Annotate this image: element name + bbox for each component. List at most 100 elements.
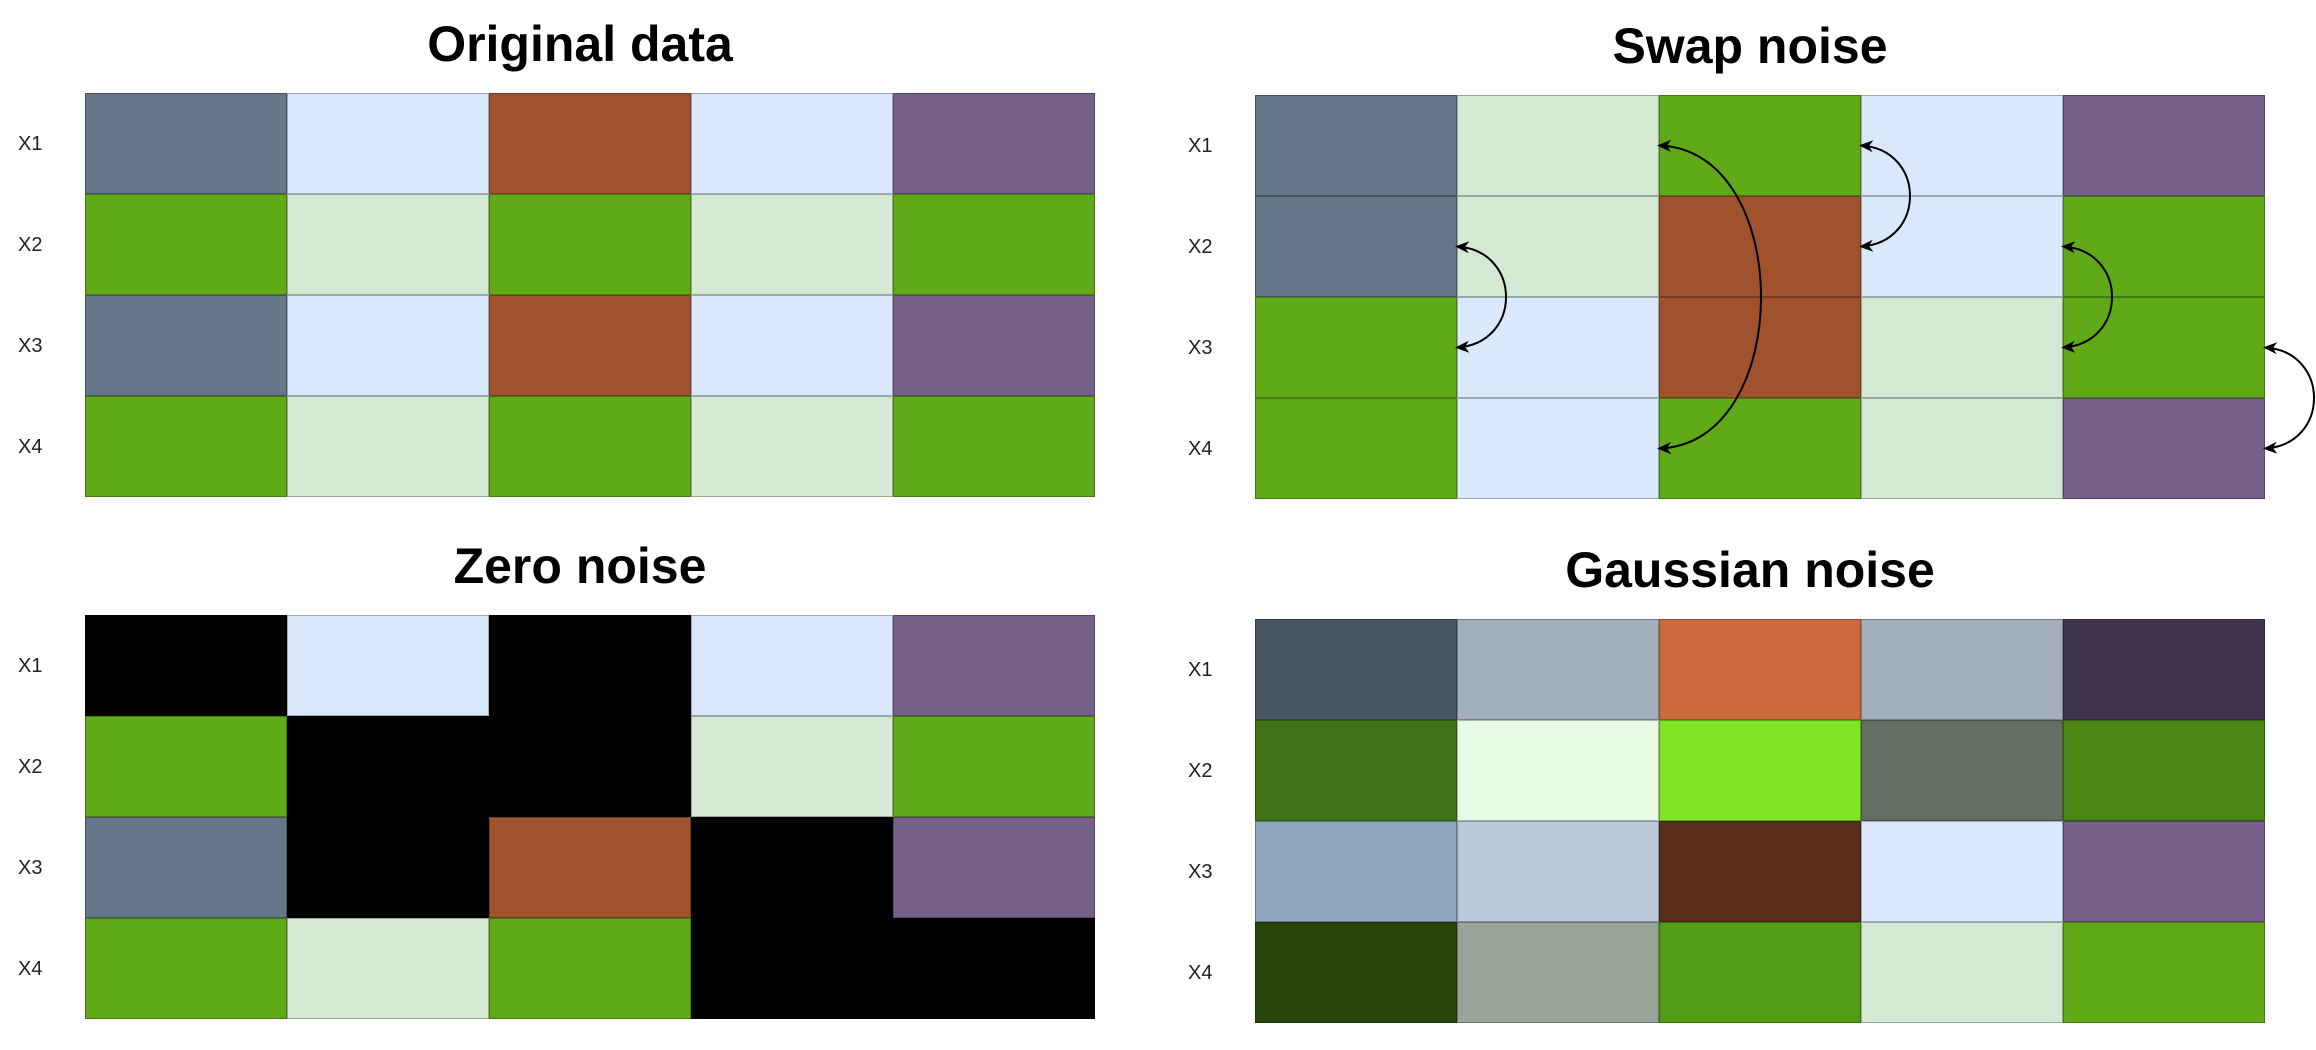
cell-r3-c3 — [489, 295, 691, 396]
cell-r1-c3 — [489, 93, 691, 194]
cell-r4-c2 — [287, 396, 489, 497]
cell-r1-c1 — [85, 615, 287, 716]
cell-r1-c3 — [1659, 95, 1861, 196]
original-title: Original data — [427, 16, 733, 72]
cell-r2-c5 — [2063, 196, 2265, 297]
cell-r1-c2 — [1457, 95, 1659, 196]
cell-r1-c1 — [85, 93, 287, 194]
cell-r2-c3 — [489, 194, 691, 295]
cell-r4-c4 — [1861, 398, 2063, 499]
swap-arrow-col5 — [2263, 342, 2315, 454]
cell-r2-c5 — [893, 716, 1095, 817]
gaussian-title: Gaussian noise — [1565, 542, 1935, 598]
row-label-x4: X4 — [1188, 437, 1213, 460]
row-label-x3: X3 — [18, 856, 43, 879]
cell-r1-c4 — [691, 93, 893, 194]
cell-r4-c1 — [85, 396, 287, 497]
cell-r2-c2 — [1457, 196, 1659, 297]
cell-r3-c2 — [287, 817, 489, 918]
cell-r1-c5 — [2063, 619, 2265, 720]
cell-r3-c1 — [85, 817, 287, 918]
cell-r3-c2 — [1457, 821, 1659, 922]
cell-r4-c4 — [691, 396, 893, 497]
cell-r2-c3 — [489, 716, 691, 817]
cell-r1-c4 — [691, 615, 893, 716]
cell-r4-c2 — [1457, 398, 1659, 499]
cell-r1-c4 — [1861, 95, 2063, 196]
cell-r3-c2 — [1457, 297, 1659, 398]
cell-r2-c1 — [85, 194, 287, 295]
row-label-x1: X1 — [1188, 134, 1213, 157]
zero-title: Zero noise — [453, 538, 707, 594]
row-label-x2: X2 — [18, 755, 43, 778]
cell-r3-c5 — [2063, 297, 2265, 398]
cell-r4-c1 — [1255, 922, 1457, 1023]
cell-r4-c4 — [1861, 922, 2063, 1023]
cell-r3-c3 — [1659, 297, 1861, 398]
cell-r1-c2 — [287, 93, 489, 194]
cell-r1-c2 — [1457, 619, 1659, 720]
cell-r3-c5 — [893, 817, 1095, 918]
cell-r3-c5 — [893, 295, 1095, 396]
cell-r1-c4 — [1861, 619, 2063, 720]
row-label-x4: X4 — [18, 957, 43, 980]
cell-r4-c3 — [489, 918, 691, 1019]
row-label-x2: X2 — [1188, 759, 1213, 782]
swap-title: Swap noise — [1612, 18, 1888, 74]
cell-r1-c1 — [1255, 619, 1457, 720]
cell-r3-c3 — [489, 817, 691, 918]
row-label-x4: X4 — [18, 435, 43, 458]
cell-r2-c5 — [893, 194, 1095, 295]
cell-r4-c4 — [691, 918, 893, 1019]
gaussian-panel: Gaussian noise X1 X2 X3 X4 — [1170, 526, 2316, 1050]
zero-panel: Zero noise X1 X2 X3 X4 — [0, 522, 1160, 1046]
cell-r4-c2 — [287, 918, 489, 1019]
cell-r1-c3 — [1659, 619, 1861, 720]
cell-r4-c3 — [1659, 922, 1861, 1023]
cell-r2-c2 — [287, 716, 489, 817]
cell-r4-c5 — [893, 918, 1095, 1019]
cell-r4-c5 — [2063, 398, 2265, 499]
cell-r2-c1 — [1255, 196, 1457, 297]
cell-r3-c1 — [85, 295, 287, 396]
cell-r1-c5 — [893, 615, 1095, 716]
cell-r4-c3 — [1659, 398, 1861, 499]
row-label-x3: X3 — [18, 334, 43, 357]
row-label-x1: X1 — [18, 654, 43, 677]
cell-r2-c4 — [1861, 720, 2063, 821]
original-panel: Original data X1 X2 X3 X4 — [0, 0, 1160, 524]
row-label-x1: X1 — [1188, 658, 1213, 681]
cell-r4-c1 — [1255, 398, 1457, 499]
cell-r2-c2 — [1457, 720, 1659, 821]
cell-r2-c2 — [287, 194, 489, 295]
cell-r3-c4 — [1861, 297, 2063, 398]
cell-r1-c3 — [489, 615, 691, 716]
cell-r1-c5 — [2063, 95, 2265, 196]
row-label-x3: X3 — [1188, 336, 1213, 359]
cell-r1-c2 — [287, 615, 489, 716]
cell-r2-c1 — [1255, 720, 1457, 821]
cell-r2-c3 — [1659, 720, 1861, 821]
cell-r2-c3 — [1659, 196, 1861, 297]
cell-r3-c4 — [1861, 821, 2063, 922]
cell-r2-c4 — [691, 716, 893, 817]
cell-r2-c4 — [691, 194, 893, 295]
cell-r3-c1 — [1255, 821, 1457, 922]
cell-r1-c5 — [893, 93, 1095, 194]
swap-panel: Swap noise X1 X2 X3 X4 — [1170, 2, 2316, 526]
cell-r3-c3 — [1659, 821, 1861, 922]
row-label-x1: X1 — [18, 132, 43, 155]
row-label-x4: X4 — [1188, 961, 1213, 984]
cell-r4-c5 — [893, 396, 1095, 497]
cell-r2-c5 — [2063, 720, 2265, 821]
row-label-x3: X3 — [1188, 860, 1213, 883]
cell-r3-c4 — [691, 295, 893, 396]
cell-r3-c5 — [2063, 821, 2265, 922]
cell-r1-c1 — [1255, 95, 1457, 196]
cell-r4-c2 — [1457, 922, 1659, 1023]
cell-r3-c1 — [1255, 297, 1457, 398]
cell-r3-c2 — [287, 295, 489, 396]
row-label-x2: X2 — [18, 233, 43, 256]
cell-r4-c1 — [85, 918, 287, 1019]
cell-r4-c3 — [489, 396, 691, 497]
